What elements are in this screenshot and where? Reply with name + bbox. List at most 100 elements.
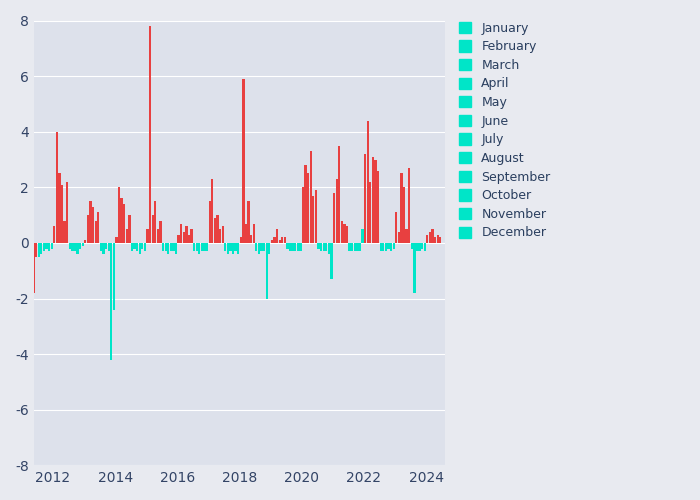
Bar <box>320 243 322 252</box>
Bar <box>239 238 242 243</box>
Bar <box>234 243 237 252</box>
Bar <box>221 226 224 243</box>
Bar <box>102 243 104 254</box>
Bar <box>323 243 325 252</box>
Bar <box>167 243 169 254</box>
Bar <box>258 243 260 254</box>
Bar <box>193 243 195 252</box>
Bar <box>84 240 87 243</box>
Bar <box>328 243 330 254</box>
Bar <box>377 170 379 243</box>
Bar <box>66 182 69 243</box>
Bar <box>387 243 390 248</box>
Bar <box>405 229 407 243</box>
Bar <box>284 238 286 243</box>
Bar <box>271 240 273 243</box>
Bar <box>248 202 250 243</box>
Bar <box>100 243 102 252</box>
Bar <box>230 243 232 252</box>
Bar <box>175 243 177 254</box>
Bar <box>256 243 258 252</box>
Bar <box>421 243 424 248</box>
Bar <box>242 79 244 243</box>
Bar <box>309 151 312 243</box>
Bar <box>385 243 387 252</box>
Bar <box>431 229 433 243</box>
Bar <box>276 229 278 243</box>
Bar <box>20 243 22 257</box>
Bar <box>426 234 428 243</box>
Bar <box>356 243 358 252</box>
Bar <box>146 229 148 243</box>
Bar <box>56 132 58 243</box>
Bar <box>214 218 216 243</box>
Bar <box>76 243 78 254</box>
Bar <box>250 234 252 243</box>
Bar <box>341 220 343 243</box>
Bar <box>25 243 27 312</box>
Bar <box>437 234 439 243</box>
Bar <box>297 243 299 252</box>
Bar <box>227 243 229 254</box>
Bar <box>131 243 133 252</box>
Bar <box>408 168 410 243</box>
Bar <box>164 243 167 252</box>
Bar <box>53 226 55 243</box>
Bar <box>333 193 335 243</box>
Bar <box>123 204 125 243</box>
Bar <box>157 229 159 243</box>
Bar <box>434 238 436 243</box>
Bar <box>61 184 63 243</box>
Bar <box>374 160 377 243</box>
Bar <box>198 243 200 254</box>
Bar <box>279 240 281 243</box>
Bar <box>108 243 110 252</box>
Bar <box>289 243 291 252</box>
Bar <box>64 220 66 243</box>
Bar <box>403 188 405 243</box>
Bar <box>128 215 130 243</box>
Bar <box>27 243 29 310</box>
Bar <box>90 202 92 243</box>
Bar <box>183 232 185 243</box>
Bar <box>338 146 340 243</box>
Bar <box>38 243 40 257</box>
Bar <box>245 224 247 243</box>
Bar <box>294 243 296 252</box>
Bar <box>71 243 74 252</box>
Bar <box>12 243 14 254</box>
Bar <box>116 238 118 243</box>
Bar <box>126 229 128 243</box>
Bar <box>92 207 94 243</box>
Bar <box>302 188 304 243</box>
Bar <box>17 243 19 248</box>
Bar <box>281 238 284 243</box>
Bar <box>46 243 48 248</box>
Bar <box>416 243 418 252</box>
Bar <box>118 188 120 243</box>
Bar <box>144 243 146 252</box>
Bar <box>419 243 421 252</box>
Bar <box>32 243 34 293</box>
Bar <box>382 243 384 252</box>
Bar <box>219 229 221 243</box>
Bar <box>149 26 151 243</box>
Bar <box>253 224 255 243</box>
Bar <box>372 157 374 243</box>
Bar <box>188 234 190 243</box>
Bar <box>190 229 192 243</box>
Bar <box>178 234 180 243</box>
Bar <box>120 198 122 243</box>
Bar <box>113 243 115 310</box>
Legend: January, February, March, April, May, June, July, August, September, October, No: January, February, March, April, May, Ju… <box>455 18 554 243</box>
Bar <box>307 174 309 243</box>
Bar <box>286 243 288 248</box>
Bar <box>312 196 314 243</box>
Bar <box>110 243 113 360</box>
Bar <box>398 232 400 243</box>
Bar <box>152 215 154 243</box>
Bar <box>343 224 346 243</box>
Bar <box>48 243 50 252</box>
Bar <box>361 229 364 243</box>
Bar <box>369 182 372 243</box>
